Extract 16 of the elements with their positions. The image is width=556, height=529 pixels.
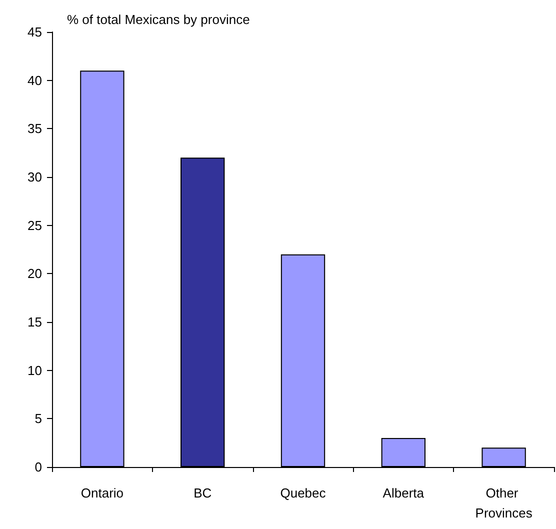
y-tick-label: 15 xyxy=(28,314,42,330)
x-tick-label: Other Provinces xyxy=(475,486,533,520)
x-tick-label: BC xyxy=(194,486,212,500)
y-tick-label: 5 xyxy=(34,411,42,426)
y-tick-label: 35 xyxy=(28,121,42,136)
x-tick-label: Quebec xyxy=(280,486,326,500)
y-tick-label: 10 xyxy=(28,362,42,378)
y-tick-label: 30 xyxy=(28,170,42,184)
y-tick-label: 25 xyxy=(28,218,42,233)
y-tick-label: 0 xyxy=(34,460,42,474)
x-tick-label: Alberta xyxy=(382,486,425,500)
y-tick-label: 45 xyxy=(28,24,42,40)
y-tick-label: 40 xyxy=(28,72,42,88)
chart-title: % of total Mexicans by province xyxy=(67,12,250,27)
x-tick-label: Ontario xyxy=(80,486,124,500)
y-tick-label: 20 xyxy=(28,266,42,282)
